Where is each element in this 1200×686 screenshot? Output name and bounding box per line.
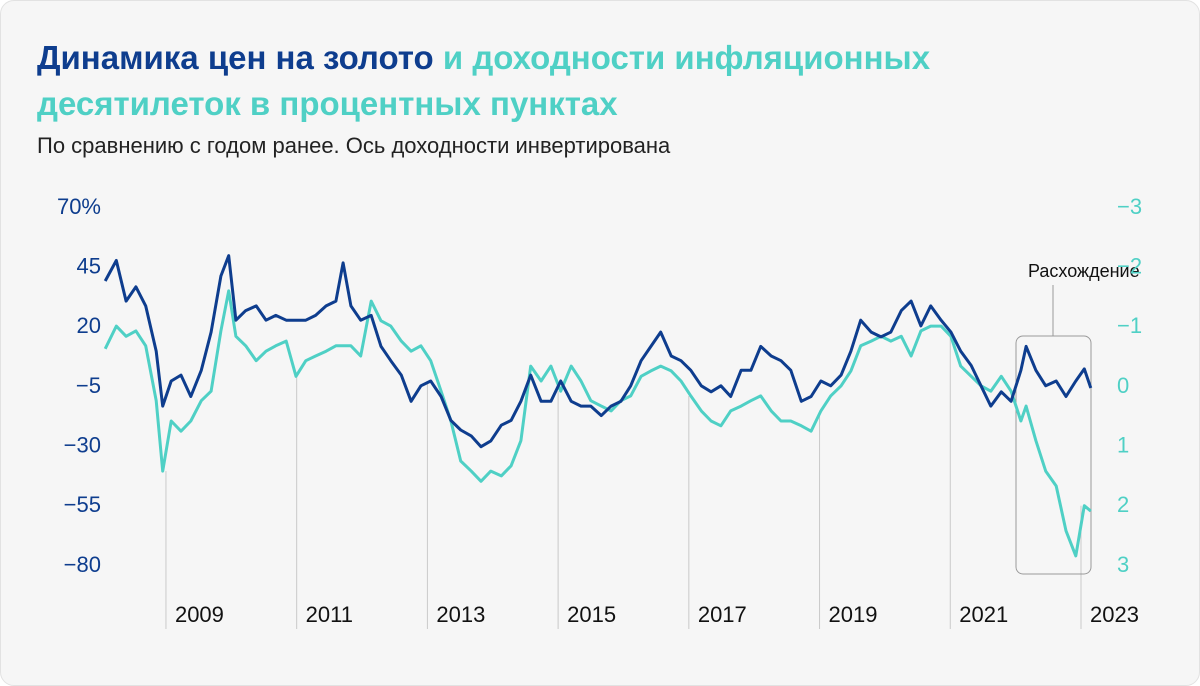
annotation: Расхождение xyxy=(1028,261,1140,281)
y-tick-label: 70% xyxy=(57,194,101,219)
x-tick-label: 2023 xyxy=(1090,602,1139,627)
chart-subtitle: По сравнению с годом ранее. Ось доходнос… xyxy=(37,133,671,158)
x-tick-label: 2009 xyxy=(175,602,224,627)
y2-tick-label: −1 xyxy=(1117,313,1142,338)
y2-tick-label: −3 xyxy=(1117,194,1142,219)
title-yield: и доходности инфляционных десятилеток в … xyxy=(37,39,931,122)
annotation-box xyxy=(1015,335,1092,575)
series-line xyxy=(103,289,1092,558)
y2-tick-label: 2 xyxy=(1117,492,1129,517)
y2-tick-label: −2 xyxy=(1117,253,1142,278)
series-line xyxy=(103,254,1093,449)
x-tick-label: 2017 xyxy=(698,602,747,627)
x-tick-label: 2021 xyxy=(959,602,1008,627)
y-tick-label: −55 xyxy=(64,492,101,517)
x-tick-label: 2019 xyxy=(829,602,878,627)
y-tick-label: −30 xyxy=(64,432,101,457)
y-tick-label: −5 xyxy=(76,373,101,398)
x-tick-label: 2011 xyxy=(306,602,353,627)
title-gold: Динамика цен на золото xyxy=(37,39,434,76)
y2-tick-label: 3 xyxy=(1117,552,1129,577)
y-tick-label: 20 xyxy=(77,313,101,338)
y-tick-label: 45 xyxy=(77,253,101,278)
x-tick-label: 2015 xyxy=(567,602,616,627)
chart-title: Динамика цен на золото и доходности инфл… xyxy=(37,35,1037,127)
y2-tick-label: 1 xyxy=(1117,432,1129,457)
y2-tick-label: 0 xyxy=(1117,373,1129,398)
x-tick-label: 2013 xyxy=(436,602,485,627)
y-tick-label: −80 xyxy=(64,552,101,577)
